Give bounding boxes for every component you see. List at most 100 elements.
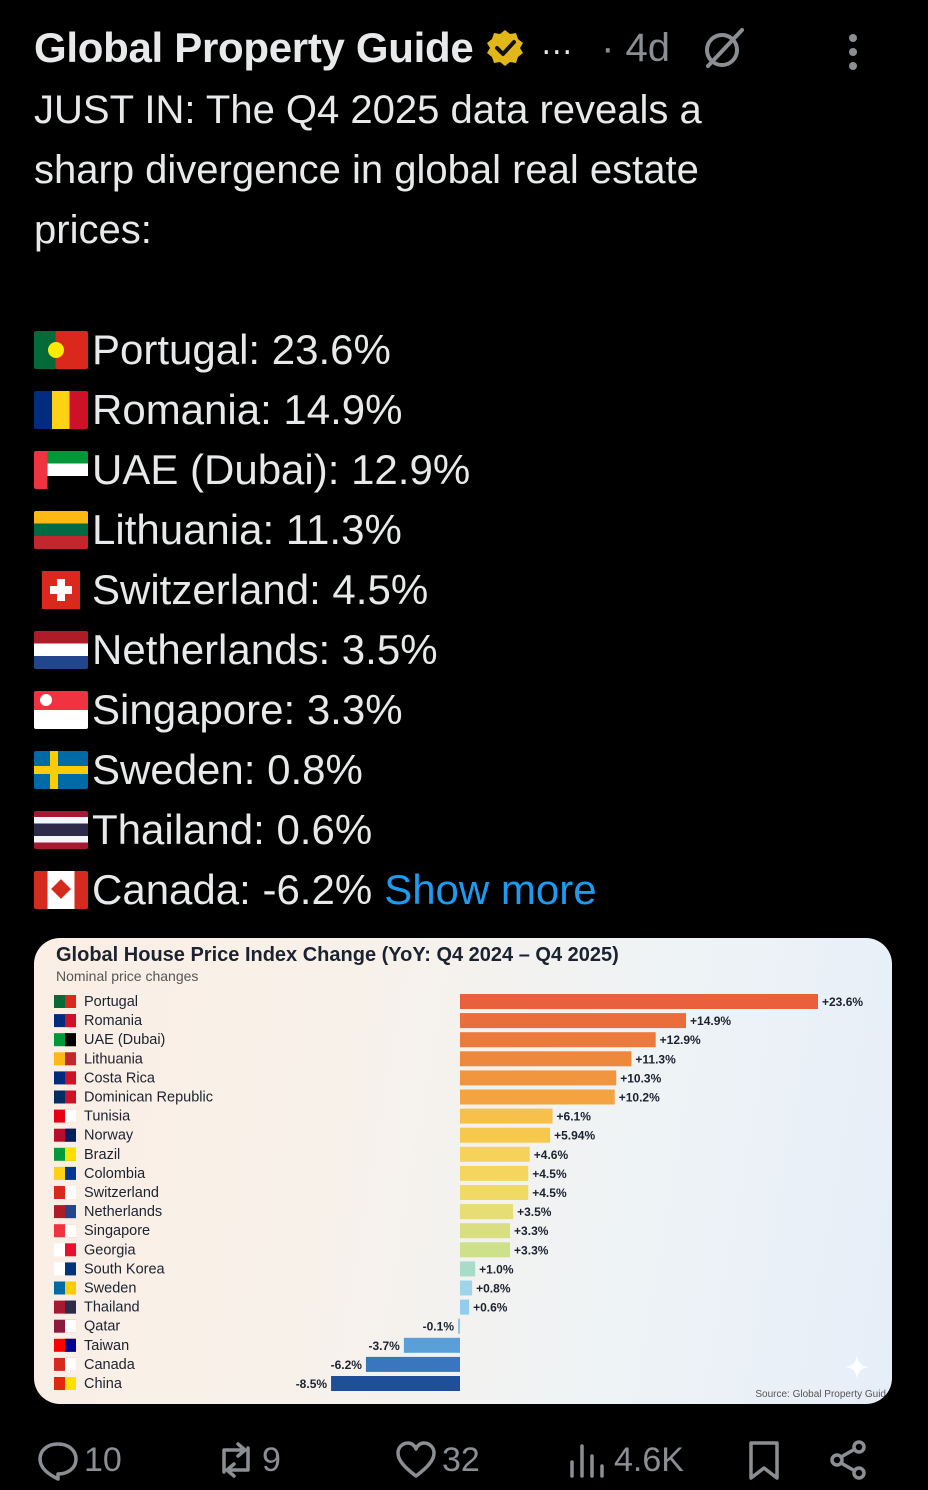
chart-flag-icon <box>65 1166 76 1180</box>
chart-flag-icon <box>65 1243 76 1257</box>
chart-category-label: Thailand <box>84 1300 140 1316</box>
chart-flag-icon <box>65 1300 76 1314</box>
chart-bar <box>460 1185 529 1200</box>
chart-category-label: Dominican Republic <box>84 1090 213 1106</box>
chart-category-label: Portugal <box>84 994 138 1010</box>
chart-category-label: Taiwan <box>84 1338 129 1354</box>
chart-bar <box>365 1356 460 1372</box>
chart-value-label: +11.3% <box>635 1052 676 1066</box>
chart-flag-icon <box>65 1128 76 1142</box>
sweden-flag-icon <box>34 751 88 789</box>
country-row: Thailand: 0.6% <box>34 800 597 860</box>
country-text: Lithuania: 11.3% <box>92 506 402 553</box>
show-more-link[interactable]: Show more <box>384 866 597 913</box>
country-text: Switzerland: 4.5% <box>92 566 429 613</box>
body-line: JUST IN: The Q4 2025 data reveals a <box>34 88 702 132</box>
chart-value-label: +10.3% <box>620 1071 661 1085</box>
chart-bar <box>460 1204 514 1220</box>
chart-value-label: +12.9% <box>660 1033 701 1047</box>
share-button[interactable] <box>826 1430 870 1490</box>
bookmark-button[interactable] <box>742 1430 786 1490</box>
like-count: 32 <box>442 1440 480 1479</box>
chart-category-label: Switzerland <box>84 1185 159 1201</box>
view-count: 4.6K <box>614 1440 684 1479</box>
country-text: Portugal: 23.6% <box>92 326 391 373</box>
thailand-flag-icon <box>34 811 88 849</box>
chart-flag-icon <box>65 1205 76 1219</box>
romania-flag-icon <box>34 391 88 429</box>
bar-chart: Portugal +23.6% Romania +14.9% UAE (Dubai) +1… <box>54 994 863 1392</box>
chart-category-label: Georgia <box>84 1242 137 1258</box>
post-timestamp[interactable]: · 4d <box>601 25 670 70</box>
bookmark-icon <box>749 1441 779 1480</box>
author-name[interactable]: Global Property Guide <box>34 24 474 71</box>
country-text: Netherlands: 3.5% <box>92 626 438 673</box>
views-button[interactable]: 4.6K <box>566 1430 684 1490</box>
chart-bar <box>460 1299 470 1315</box>
country-text: Canada: -6.2% <box>92 866 373 913</box>
chart-value-label: -3.7% <box>369 1339 401 1353</box>
chart-value-label: -0.1% <box>423 1320 455 1334</box>
chart-category-label: Netherlands <box>84 1204 162 1220</box>
chart-image-card[interactable]: Portugal +23.6% Romania +14.9% UAE (Dubai) +1… <box>34 938 892 1404</box>
chart-category-label: Romania <box>84 1013 143 1029</box>
chart-value-label: +6.1% <box>557 1110 592 1124</box>
post-body: JUST IN: The Q4 2025 data reveals a shar… <box>34 80 834 260</box>
country-row: UAE (Dubai): 12.9% <box>34 440 597 500</box>
heart-icon <box>396 1441 436 1478</box>
country-row: Sweden: 0.8% <box>34 740 597 800</box>
chart-value-label: +14.9% <box>690 1014 731 1028</box>
chart-bar <box>460 1223 511 1239</box>
chart-flag-icon <box>65 1262 76 1276</box>
chart-value-label: +4.5% <box>532 1186 567 1200</box>
chart-category-label: Tunisia <box>84 1109 131 1125</box>
reply-button[interactable]: 10 <box>36 1430 122 1490</box>
chart-category-label: Lithuania <box>84 1051 144 1067</box>
chart-bar <box>460 1070 617 1086</box>
country-text: Thailand: 0.6% <box>92 806 373 853</box>
chart-source: Source: Global Property Guid <box>755 1389 886 1400</box>
country-row: Canada: -6.2% Show more <box>34 860 597 920</box>
verified-badge-icon <box>487 30 524 66</box>
chart-value-label: +3.5% <box>517 1205 552 1219</box>
country-row: Singapore: 3.3% <box>34 680 597 740</box>
repost-button[interactable]: 9 <box>214 1430 281 1490</box>
country-row: Lithuania: 11.3% <box>34 500 597 560</box>
chart-bar <box>460 1261 476 1277</box>
netherlands-flag-icon <box>34 631 88 669</box>
chart-flag-icon <box>65 995 76 1008</box>
lithuania-flag-icon <box>34 511 88 549</box>
chart-flag-icon <box>65 1071 76 1085</box>
chart-bar <box>460 1051 632 1067</box>
chart-value-label: +3.3% <box>514 1224 549 1238</box>
action-bar: 10 9 32 4.6K <box>0 1430 928 1490</box>
chart-flag-icon <box>65 1090 76 1104</box>
chart-flag-icon <box>65 1186 76 1199</box>
like-button[interactable]: 32 <box>394 1430 480 1490</box>
chart-category-label: Qatar <box>84 1319 120 1335</box>
body-line: sharp divergence in global real estate <box>34 148 699 192</box>
chart-flag-icon <box>65 1147 76 1161</box>
grok-icon[interactable] <box>700 24 748 72</box>
chart-bar <box>460 1165 529 1181</box>
chart-flag-icon <box>65 1281 76 1295</box>
chart-value-label: +1.0% <box>479 1262 514 1276</box>
chart-bar <box>460 1108 553 1124</box>
chart-category-label: South Korea <box>84 1261 166 1277</box>
chart-flag-icon <box>65 1109 76 1123</box>
chart-bar <box>403 1337 460 1353</box>
country-text: Romania: 14.9% <box>92 386 403 433</box>
chart-category-label: China <box>84 1376 123 1392</box>
chart-flag-icon <box>65 1014 76 1028</box>
chart-flag-icon <box>65 1338 76 1352</box>
more-options-icon[interactable] <box>846 32 860 72</box>
chart-value-label: +0.6% <box>473 1301 508 1315</box>
chart-value-label: +4.5% <box>532 1167 567 1181</box>
chart-category-label: Costa Rica <box>84 1070 156 1086</box>
chart-flag-icon <box>65 1377 76 1390</box>
chart-value-label: +10.2% <box>619 1091 660 1105</box>
chart-category-label: Singapore <box>84 1223 150 1239</box>
views-icon <box>570 1444 604 1478</box>
chart-value-label: +0.8% <box>476 1282 511 1296</box>
chart-bar <box>460 1127 551 1143</box>
